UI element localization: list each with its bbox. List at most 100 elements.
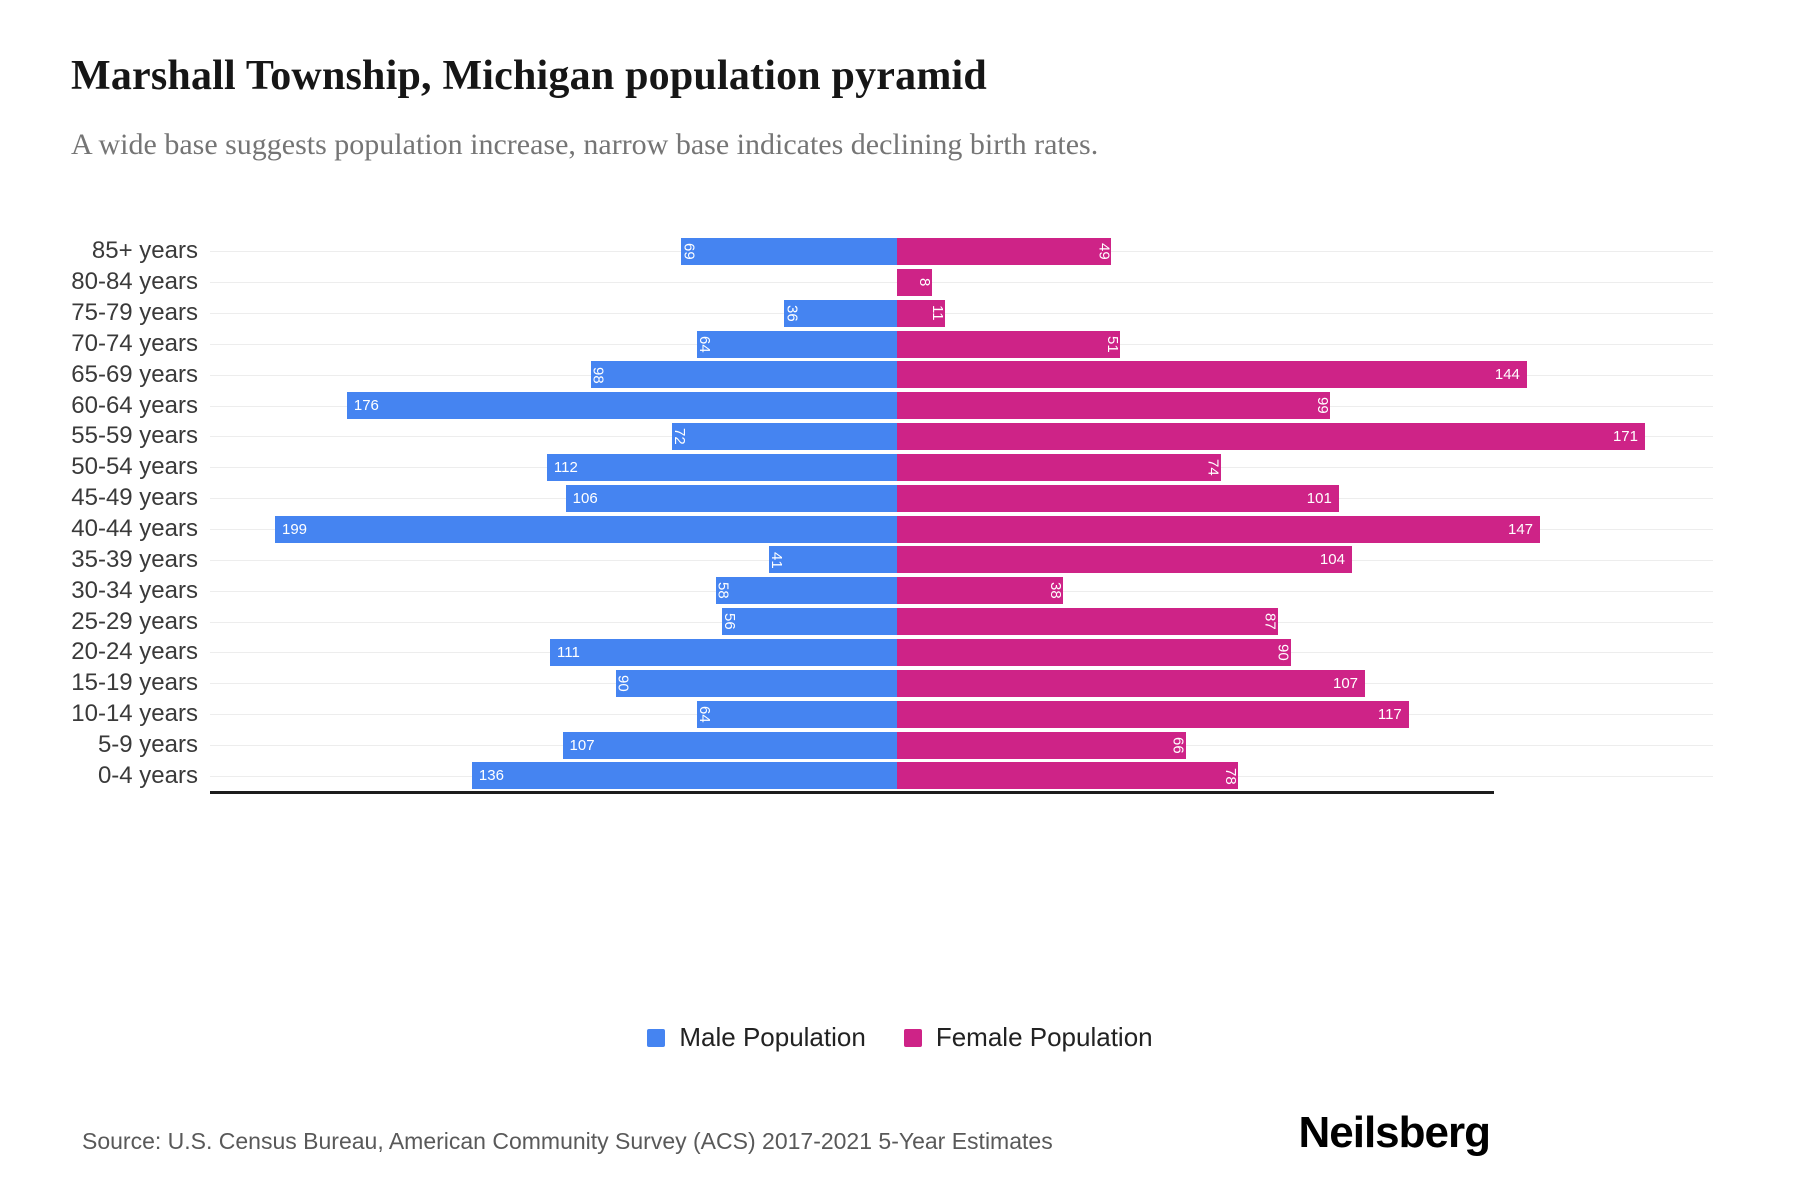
female-value-label: 99 <box>1314 397 1332 415</box>
female-value-label: 147 <box>1507 520 1534 538</box>
row-plot-area: 72 171 <box>210 421 1800 452</box>
male-bar: 36 <box>783 299 897 327</box>
row-plot-area: 106 101 <box>210 483 1800 514</box>
chart-header: Marshall Township, Michigan population p… <box>71 52 1731 162</box>
female-bar: 51 <box>897 330 1122 358</box>
age-group-label: 30-34 years <box>71 576 198 604</box>
age-group-label: 60-64 years <box>71 391 198 419</box>
male-bar: 72 <box>670 423 897 451</box>
row-plot-area: 107 66 <box>210 730 1800 761</box>
legend-label: Male Population <box>679 1022 866 1052</box>
row-plot-area: 111 90 <box>210 637 1800 668</box>
female-value-label: 144 <box>1494 366 1520 384</box>
legend-item: Female Population <box>903 1022 1153 1053</box>
male-bar: 107 <box>562 731 897 759</box>
row-plot-area: 58 38 <box>210 575 1800 606</box>
female-bar: 11 <box>897 299 947 327</box>
female-value-label: 66 <box>1169 736 1187 754</box>
row-plot-area: 69 49 <box>210 236 1800 267</box>
age-group-label: 20-24 years <box>71 638 198 666</box>
pyramid-row: 20-24 years 111 90 <box>0 637 1800 668</box>
row-plot-area: 36 11 <box>210 298 1800 329</box>
legend-swatch-icon <box>647 1028 666 1047</box>
female-bar: 101 <box>897 484 1339 512</box>
pyramid-row: 60-64 years 176 99 <box>0 390 1800 421</box>
age-group-label: 75-79 years <box>71 299 198 327</box>
male-value-label: 111 <box>557 643 580 661</box>
male-value-label: 112 <box>553 458 578 476</box>
male-bar: 176 <box>346 392 897 420</box>
female-bar: 49 <box>897 238 1112 265</box>
chart-footer: Source: U.S. Census Bureau, American Com… <box>0 1100 1800 1180</box>
row-plot-area: 64 117 <box>210 699 1800 730</box>
legend-swatch-icon <box>903 1028 922 1047</box>
female-value-label: 104 <box>1319 551 1345 569</box>
age-group-label: 15-19 years <box>71 669 198 697</box>
pyramid-row: 35-39 years 41 104 <box>0 544 1800 575</box>
male-bar: 90 <box>615 669 897 697</box>
female-value-label: 171 <box>1612 428 1638 446</box>
female-bar: 90 <box>897 638 1292 666</box>
female-bar: 38 <box>897 577 1065 605</box>
pyramid-row: 80-84 years 8 <box>0 267 1800 298</box>
male-bar: 106 <box>565 484 897 512</box>
male-value-label: 107 <box>569 736 595 754</box>
row-plot-area: 90 107 <box>210 668 1800 699</box>
x-axis-line <box>210 791 1494 794</box>
row-plot-area: 98 144 <box>210 359 1800 390</box>
age-group-label: 65-69 years <box>71 360 198 388</box>
row-plot-area: 199 147 <box>210 514 1800 545</box>
female-value-label: 74 <box>1204 459 1222 476</box>
female-bar: 171 <box>897 423 1645 451</box>
male-value-label: 64 <box>695 335 713 353</box>
female-value-label: 51 <box>1104 335 1122 353</box>
pyramid-row: 45-49 years 106 101 <box>0 483 1800 514</box>
pyramid-row: 30-34 years 58 38 <box>0 575 1800 606</box>
female-value-label: 38 <box>1047 582 1065 600</box>
female-bar: 74 <box>897 453 1222 481</box>
age-group-label: 0-4 years <box>97 761 198 789</box>
male-bar: 69 <box>680 238 897 265</box>
male-value-label: 36 <box>783 304 801 322</box>
male-value-label: 72 <box>670 428 688 445</box>
pyramid-row: 15-19 years 90 107 <box>0 668 1800 699</box>
female-bar: 147 <box>897 515 1541 543</box>
source-text: Source: U.S. Census Bureau, American Com… <box>82 1128 1053 1154</box>
female-bar: 66 <box>897 731 1187 759</box>
female-bar: 87 <box>897 608 1279 636</box>
age-group-label: 85+ years <box>91 237 198 265</box>
pyramid-row: 55-59 years 72 171 <box>0 421 1800 452</box>
population-pyramid-chart: 85+ years 69 49 80-84 years 8 75-79 years 36 11… <box>0 236 1800 794</box>
female-bar: 117 <box>897 700 1409 728</box>
age-group-label: 10-14 years <box>71 700 198 728</box>
row-plot-area: 136 78 <box>210 760 1800 791</box>
male-bar: 111 <box>550 638 897 666</box>
pyramid-row: 5-9 years 107 66 <box>0 730 1800 761</box>
male-value-label: 199 <box>282 520 308 538</box>
male-value-label: 56 <box>720 613 738 630</box>
legend-label: Female Population <box>935 1022 1153 1052</box>
male-bar: 98 <box>590 361 897 389</box>
female-bar: 8 <box>897 268 933 296</box>
row-gridline <box>210 313 1713 315</box>
female-value-label: 8 <box>915 278 933 287</box>
pyramid-row: 10-14 years 64 117 <box>0 699 1800 730</box>
male-bar: 56 <box>720 608 897 636</box>
pyramid-row: 0-4 years 136 78 <box>0 760 1800 791</box>
pyramid-row: 75-79 years 36 11 <box>0 298 1800 329</box>
row-plot-area: 8 <box>210 267 1800 298</box>
age-group-label: 5-9 years <box>97 730 198 758</box>
male-value-label: 136 <box>478 767 504 785</box>
female-value-label: 11 <box>929 305 947 321</box>
legend: Male Population Female Population <box>0 1022 1800 1053</box>
male-value-label: 58 <box>714 582 732 600</box>
male-bar: 112 <box>546 453 897 481</box>
male-bar: 199 <box>275 515 897 543</box>
male-bar: 64 <box>696 700 897 728</box>
pyramid-row: 50-54 years 112 74 <box>0 452 1800 483</box>
age-group-label: 45-49 years <box>71 484 198 512</box>
female-value-label: 107 <box>1333 674 1359 692</box>
female-bar: 144 <box>897 361 1527 389</box>
age-group-label: 55-59 years <box>71 422 198 450</box>
male-value-label: 69 <box>680 243 698 260</box>
